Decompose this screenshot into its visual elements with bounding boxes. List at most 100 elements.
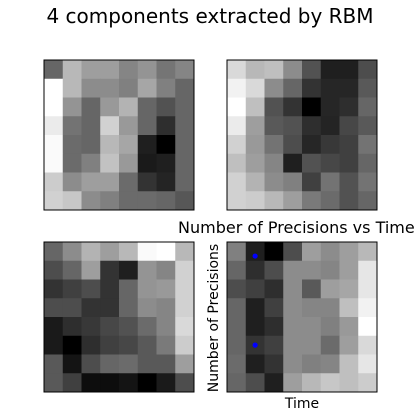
heatmap-cell — [119, 317, 139, 337]
heatmap-cell — [227, 97, 247, 117]
heatmap-cell — [245, 279, 265, 299]
heatmap-cell — [283, 335, 303, 355]
heatmap-cell — [62, 97, 82, 117]
scatter-point — [252, 253, 258, 259]
heatmap-cell — [358, 172, 378, 192]
heatmap-cell — [302, 78, 322, 98]
heatmap-cell — [156, 116, 176, 136]
heatmap-cell — [245, 317, 265, 337]
heatmap-cell — [339, 242, 359, 262]
heatmap-cell — [137, 78, 157, 98]
heatmap-cell — [358, 260, 378, 280]
heatmap-cell — [44, 78, 64, 98]
heatmap-cell — [339, 78, 359, 98]
heatmap-cell — [81, 191, 101, 211]
heatmap-cell — [119, 116, 139, 136]
heatmap-cell — [100, 116, 120, 136]
heatmap-cell — [339, 135, 359, 155]
y-axis-label: Number of Precisions — [206, 243, 222, 393]
heatmap-cell — [44, 260, 64, 280]
heatmap-cell — [245, 242, 265, 262]
heatmap-cell — [320, 172, 340, 192]
heatmap-cell — [339, 97, 359, 117]
heatmap-cell — [175, 242, 195, 262]
heatmap-cell — [283, 279, 303, 299]
heatmap-cell — [119, 172, 139, 192]
heatmap-cell — [175, 335, 195, 355]
heatmap-cell — [137, 172, 157, 192]
heatmap-cell — [302, 354, 322, 374]
heatmap-cell — [44, 191, 64, 211]
heatmap-cell — [100, 317, 120, 337]
heatmap-cell — [137, 373, 157, 393]
heatmap-cell — [283, 116, 303, 136]
heatmap-cell — [227, 242, 247, 262]
heatmap-cell — [156, 60, 176, 80]
heatmap-cell — [156, 97, 176, 117]
heatmap-cell — [156, 335, 176, 355]
heatmap-cell — [264, 172, 284, 192]
heatmap-cell — [227, 78, 247, 98]
heatmap-cell — [283, 172, 303, 192]
heatmap-cell — [283, 317, 303, 337]
heatmap-cell — [227, 191, 247, 211]
heatmap-cell — [283, 97, 303, 117]
heatmap-cell — [320, 260, 340, 280]
heatmap-cell — [100, 242, 120, 262]
heatmap-cell — [320, 354, 340, 374]
heatmap-cell — [175, 153, 195, 173]
heatmap-cell — [227, 317, 247, 337]
heatmap-cell — [264, 78, 284, 98]
heatmap-cell — [227, 153, 247, 173]
heatmap-cell — [339, 354, 359, 374]
heatmap-cell — [358, 298, 378, 318]
heatmap-cell — [264, 260, 284, 280]
heatmap-cell — [81, 97, 101, 117]
heatmap-cell — [227, 298, 247, 318]
heatmap-cell — [62, 373, 82, 393]
heatmap-cell — [156, 172, 176, 192]
heatmap-cell — [320, 298, 340, 318]
heatmap-cell — [339, 335, 359, 355]
heatmap-cell — [339, 191, 359, 211]
heatmap-cell — [245, 298, 265, 318]
heatmap-cell — [320, 97, 340, 117]
heatmap-cell — [62, 354, 82, 374]
heatmap-cell — [156, 373, 176, 393]
heatmap-cell — [62, 135, 82, 155]
heatmap-cell — [100, 191, 120, 211]
heatmap-cell — [119, 60, 139, 80]
heatmap-cell — [175, 373, 195, 393]
heatmap-cell — [302, 116, 322, 136]
heatmap-cell — [81, 172, 101, 192]
heatmap-cell — [44, 298, 64, 318]
heatmap-cell — [81, 60, 101, 80]
scatter-overlay — [252, 253, 258, 348]
heatmap-cell — [175, 191, 195, 211]
axes-frame — [43, 241, 195, 393]
rbm-component-4-heatmap — [226, 241, 378, 393]
heatmap-cell — [62, 60, 82, 80]
heatmap-cell — [137, 116, 157, 136]
heatmap-cell — [245, 60, 265, 80]
heatmap-cell — [156, 135, 176, 155]
scatter-point — [252, 342, 258, 348]
heatmap-cell — [283, 153, 303, 173]
heatmap-cell — [81, 78, 101, 98]
heatmap-cell — [358, 153, 378, 173]
heatmap-cell — [175, 354, 195, 374]
heatmap-cell — [245, 373, 265, 393]
heatmap-cell — [81, 335, 101, 355]
heatmap-cell — [320, 279, 340, 299]
heatmap-cell — [320, 60, 340, 80]
heatmap-cell — [358, 354, 378, 374]
heatmap-cell — [264, 335, 284, 355]
heatmap-cell — [100, 279, 120, 299]
heatmap-cell — [302, 60, 322, 80]
heatmap-cell — [100, 260, 120, 280]
heatmap-cell — [81, 279, 101, 299]
heatmap-cell — [320, 153, 340, 173]
heatmap-cell — [62, 191, 82, 211]
heatmap-cell — [137, 191, 157, 211]
heatmap-cell — [227, 135, 247, 155]
